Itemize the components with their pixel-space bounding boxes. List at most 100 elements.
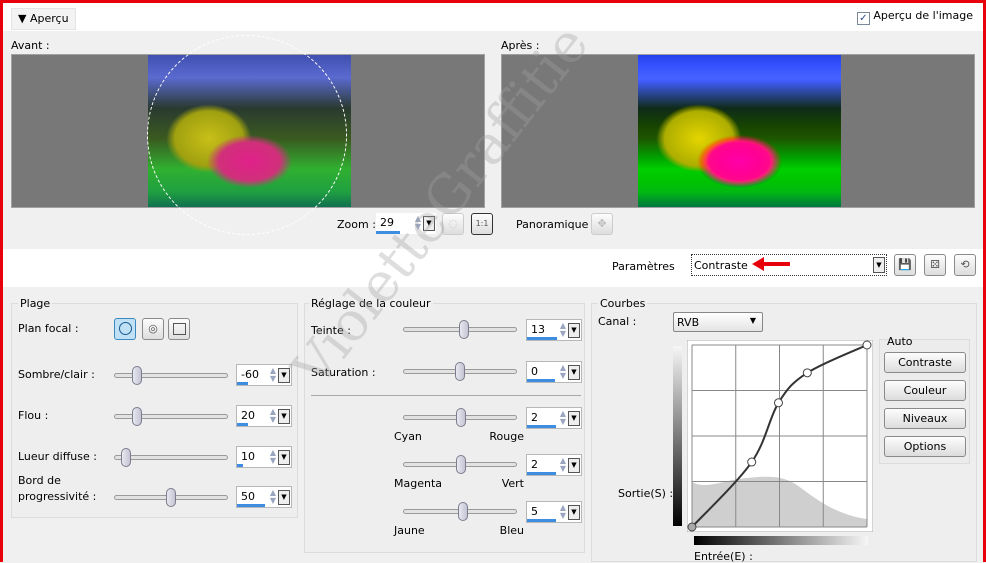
- slider-thumb[interactable]: [457, 502, 468, 521]
- randomize-dice-icon[interactable]: ⚄: [924, 254, 946, 276]
- zoom-spinner[interactable]: 29 ▲ ▼ ▼: [376, 213, 436, 234]
- slider-thumb[interactable]: [456, 408, 467, 427]
- balance-slider-2[interactable]: [403, 502, 517, 521]
- balance-right-label: Rouge: [489, 430, 524, 443]
- spin-updown-icon[interactable]: ▲ ▼: [269, 366, 277, 383]
- value-bar: [527, 337, 558, 340]
- dropdown-arrow-icon[interactable]: ▼: [568, 411, 580, 426]
- spin-updown-icon[interactable]: ▲ ▼: [559, 363, 567, 380]
- curve-point[interactable]: [802, 368, 812, 378]
- pan-label: Panoramique :: [516, 218, 596, 231]
- slider-label: progressivité :: [18, 490, 97, 503]
- spin-updown-icon[interactable]: ▲ ▼: [559, 503, 567, 520]
- plage-spinner-1[interactable]: 20 ▲ ▼ ▼: [236, 405, 292, 427]
- input-label: Entrée(E) :: [694, 550, 753, 563]
- balance-left-label: Magenta: [394, 477, 443, 490]
- teinte-spinner[interactable]: 13 ▲ ▼ ▼: [526, 319, 582, 341]
- saturation-slider[interactable]: [403, 362, 517, 381]
- plage-spinner-3[interactable]: 50 ▲ ▼ ▼: [236, 486, 292, 508]
- dropdown-arrow-icon[interactable]: ▼: [278, 409, 290, 424]
- slider-thumb[interactable]: [132, 366, 143, 385]
- after-preview: [501, 54, 975, 208]
- dropdown-arrow-icon[interactable]: ▼: [278, 490, 290, 505]
- preview-header: ▼ Aperçu ✓ Aperçu de l'image: [3, 3, 983, 31]
- plage-slider-3[interactable]: [114, 488, 228, 507]
- curve-point[interactable]: [687, 522, 697, 532]
- dropdown-arrow-icon[interactable]: ▼: [278, 450, 290, 465]
- balance-right-label: Vert: [501, 477, 524, 490]
- value-bar: [527, 425, 556, 428]
- dropdown-arrow-icon[interactable]: ▼: [568, 323, 580, 338]
- dropdown-arrow-icon[interactable]: ▼: [568, 458, 580, 473]
- slider-thumb[interactable]: [132, 407, 143, 426]
- after-label: Après :: [501, 39, 540, 52]
- saturation-spinner[interactable]: 0 ▲ ▼ ▼: [526, 361, 582, 383]
- spin-updown-icon[interactable]: ▲ ▼: [559, 456, 567, 473]
- curve-point[interactable]: [773, 398, 783, 408]
- curve-point[interactable]: [747, 457, 757, 467]
- slider-thumb[interactable]: [455, 362, 465, 381]
- before-preview[interactable]: [11, 35, 485, 235]
- collapse-label: Aperçu: [29, 12, 69, 25]
- spin-updown-icon[interactable]: ▲ ▼: [269, 407, 277, 424]
- curve-point[interactable]: [862, 340, 872, 350]
- balance-left-label: Cyan: [394, 430, 422, 443]
- preview-checkbox-label: Aperçu de l'image: [873, 9, 973, 22]
- balance-spinner-1[interactable]: 2 ▲ ▼ ▼: [526, 454, 582, 476]
- dropdown-arrow-icon[interactable]: ▼: [423, 216, 435, 231]
- checkmark-icon: ✓: [856, 12, 870, 25]
- spin-updown-icon[interactable]: ▲ ▼: [269, 448, 277, 465]
- dropdown-arrow-icon[interactable]: ▼: [278, 368, 290, 383]
- value-bar: [237, 504, 265, 507]
- spin-updown-icon[interactable]: ▲ ▼: [559, 409, 567, 426]
- plage-spinner-2[interactable]: 10 ▲ ▼ ▼: [236, 446, 292, 468]
- value-bar: [237, 423, 249, 426]
- value-bar: [527, 379, 555, 382]
- curve-graph[interactable]: [687, 340, 873, 532]
- plage-slider-0[interactable]: [114, 366, 228, 385]
- dropdown-arrow-icon[interactable]: ▼: [568, 365, 580, 380]
- channel-label: Canal :: [598, 315, 637, 328]
- value-bar: [527, 519, 557, 522]
- reset-icon[interactable]: ⟲: [954, 254, 976, 276]
- rectangle-icon: [172, 323, 186, 335]
- zoom-label: Zoom :: [337, 218, 376, 231]
- slider-thumb[interactable]: [166, 488, 176, 507]
- balance-spinner-0[interactable]: 2 ▲ ▼ ▼: [526, 407, 582, 429]
- slider-thumb[interactable]: [456, 455, 467, 474]
- slider-label: Flou :: [18, 409, 49, 422]
- preview-checkbox[interactable]: ✓ Aperçu de l'image: [856, 9, 973, 25]
- fit-zoom-button[interactable]: ◌: [442, 213, 464, 235]
- spin-updown-icon[interactable]: ▲ ▼: [269, 488, 277, 505]
- saturation-label: Saturation :: [311, 366, 376, 379]
- auto-options-button[interactable]: Options: [884, 436, 966, 457]
- spin-updown-icon[interactable]: ▲ ▼: [414, 214, 422, 231]
- balance-slider-0[interactable]: [403, 408, 517, 427]
- slider-thumb[interactable]: [121, 448, 132, 467]
- auto-contraste-button[interactable]: Contraste: [884, 352, 966, 373]
- auto-niveaux-button[interactable]: Niveaux: [884, 408, 966, 429]
- slider-thumb[interactable]: [459, 320, 470, 339]
- actual-size-button[interactable]: 1:1: [471, 213, 493, 235]
- auto-couleur-button[interactable]: Couleur: [884, 380, 966, 401]
- spin-updown-icon[interactable]: ▲ ▼: [559, 321, 567, 338]
- collapse-preview-button[interactable]: ▼ Aperçu: [11, 8, 76, 30]
- channel-select[interactable]: RVB ▼: [673, 312, 763, 332]
- plage-slider-1[interactable]: [114, 407, 228, 426]
- teinte-slider[interactable]: [403, 320, 517, 339]
- slider-label: Lueur diffuse :: [18, 450, 97, 463]
- dropdown-arrow-icon[interactable]: ▼: [873, 257, 885, 273]
- plage-spinner-0[interactable]: -60 ▲ ▼ ▼: [236, 364, 292, 386]
- dropdown-arrow-icon[interactable]: ▼: [568, 505, 580, 520]
- focal-rect-button[interactable]: [168, 318, 190, 340]
- circle-icon: [118, 322, 132, 335]
- focal-lasso-button[interactable]: ◎: [142, 318, 164, 340]
- save-preset-icon[interactable]: 💾: [894, 254, 916, 276]
- pan-move-icon[interactable]: ✥: [591, 213, 613, 235]
- plage-slider-2[interactable]: [114, 448, 228, 467]
- focal-circle-button[interactable]: [114, 318, 136, 340]
- triangle-down-icon: ▼: [18, 12, 27, 25]
- balance-spinner-2[interactable]: 5 ▲ ▼ ▼: [526, 501, 582, 523]
- balance-slider-1[interactable]: [403, 455, 517, 474]
- focal-circle[interactable]: [147, 35, 347, 235]
